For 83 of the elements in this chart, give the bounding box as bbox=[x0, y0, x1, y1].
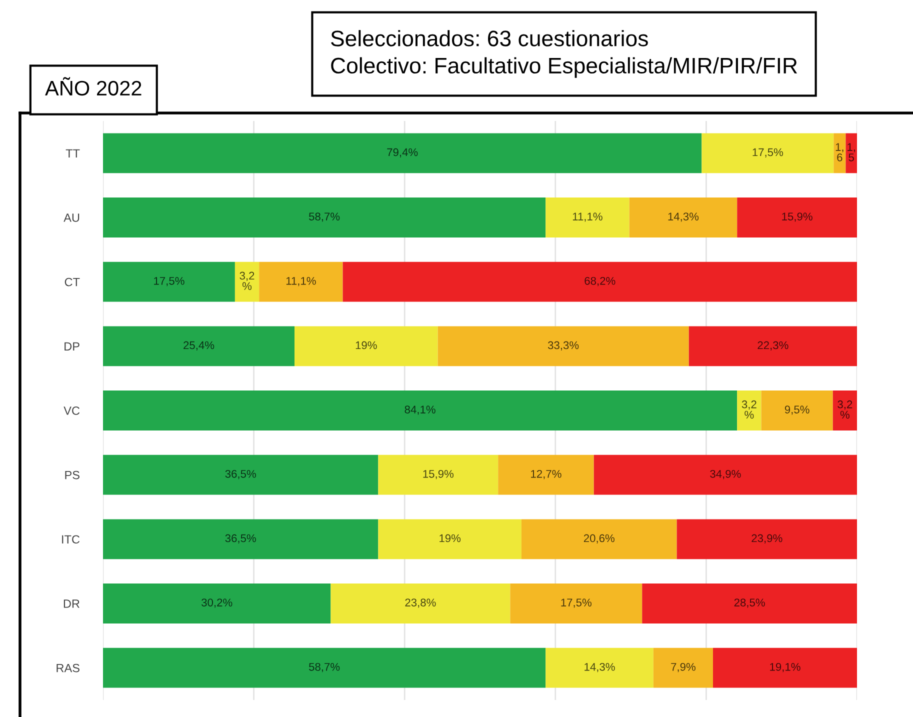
bar bbox=[846, 133, 857, 174]
data-label: 12,7% bbox=[531, 470, 562, 480]
y-tick-label: ITC bbox=[62, 535, 80, 544]
data-label: 34,9% bbox=[710, 470, 741, 480]
bar bbox=[546, 198, 630, 238]
data-label: 30,2% bbox=[202, 598, 232, 608]
data-label: 9,5% bbox=[784, 406, 810, 415]
bar bbox=[676, 519, 857, 560]
bar bbox=[103, 648, 546, 688]
bar bbox=[832, 390, 857, 430]
bar bbox=[103, 519, 378, 560]
bar bbox=[342, 262, 857, 302]
data-label: 17,5% bbox=[752, 148, 784, 158]
data-label: 14,3% bbox=[584, 662, 615, 672]
bar bbox=[294, 326, 438, 366]
data-label: 58,7% bbox=[308, 212, 340, 222]
y-tick-label: DR bbox=[64, 600, 80, 608]
y-tick-label: TT bbox=[66, 149, 80, 158]
bar bbox=[761, 390, 833, 430]
bar bbox=[103, 584, 331, 624]
data-label: 3,2% bbox=[838, 400, 852, 419]
bar bbox=[688, 326, 857, 366]
bar bbox=[702, 133, 834, 174]
y-tick-label: DP bbox=[64, 342, 80, 350]
data-label: 33,3% bbox=[548, 341, 579, 350]
data-label: 19,1% bbox=[770, 662, 800, 672]
data-label: 19% bbox=[356, 341, 377, 350]
y-tick-label: RAS bbox=[56, 664, 80, 672]
bar bbox=[103, 262, 235, 302]
bar bbox=[737, 390, 762, 430]
bar bbox=[259, 262, 343, 302]
bar bbox=[234, 262, 260, 302]
bar bbox=[498, 454, 594, 495]
bar bbox=[629, 198, 738, 238]
data-label: 3,2% bbox=[742, 400, 756, 419]
data-label: 36,5% bbox=[225, 470, 256, 480]
data-label: 17,5% bbox=[561, 598, 592, 608]
y-tick-label: AU bbox=[64, 214, 80, 222]
data-label: 11,1% bbox=[572, 212, 602, 222]
data-label: 14,3% bbox=[668, 212, 699, 222]
bar bbox=[103, 133, 702, 174]
bar bbox=[103, 390, 738, 430]
bar bbox=[510, 584, 642, 624]
data-label: 7,9% bbox=[671, 662, 696, 672]
bar bbox=[737, 198, 857, 238]
bar bbox=[834, 133, 846, 174]
data-label: 36,5% bbox=[225, 534, 256, 544]
data-label: 84,1% bbox=[404, 406, 436, 415]
data-label: 1,5 bbox=[848, 143, 855, 162]
y-tick-label: PS bbox=[65, 470, 80, 480]
bar bbox=[438, 326, 689, 366]
data-label: 28,5% bbox=[734, 598, 765, 608]
data-label: 58,7% bbox=[308, 662, 340, 672]
bar bbox=[521, 519, 677, 560]
bar bbox=[103, 198, 546, 238]
data-label: 79,4% bbox=[387, 148, 418, 158]
bar bbox=[378, 519, 522, 560]
chart-subtitle: Seleccionados: 63 cuestionarios Colectivo: Facultativo Especialista/MIR/PIR/FIR bbox=[331, 30, 798, 78]
bar bbox=[594, 454, 857, 495]
bar bbox=[103, 326, 295, 366]
data-label: 22,3% bbox=[758, 341, 788, 350]
bar bbox=[378, 454, 498, 495]
bar bbox=[653, 648, 713, 688]
data-label: 23,8% bbox=[405, 598, 436, 608]
y-tick-label: CT bbox=[64, 278, 80, 286]
bar bbox=[546, 648, 654, 688]
data-label: 17,5% bbox=[154, 276, 184, 286]
bar bbox=[103, 454, 378, 495]
data-label: 1,6 bbox=[836, 143, 844, 162]
bar bbox=[712, 648, 857, 688]
data-label: 23,9% bbox=[752, 534, 782, 544]
data-label: 3,2% bbox=[240, 272, 254, 290]
y-tick-label: VC bbox=[64, 406, 80, 415]
data-label: 19% bbox=[440, 534, 461, 542]
bar bbox=[642, 584, 857, 624]
data-label: 15,9% bbox=[423, 470, 454, 480]
data-label: 20,6% bbox=[584, 534, 614, 544]
bar bbox=[330, 584, 510, 624]
chart-title: AÑO 2022 bbox=[45, 77, 142, 96]
data-label: 25,4% bbox=[184, 341, 214, 350]
data-label: 11,1% bbox=[286, 276, 316, 286]
data-label: 68,2% bbox=[584, 276, 616, 286]
data-label: 15,9% bbox=[782, 212, 812, 222]
